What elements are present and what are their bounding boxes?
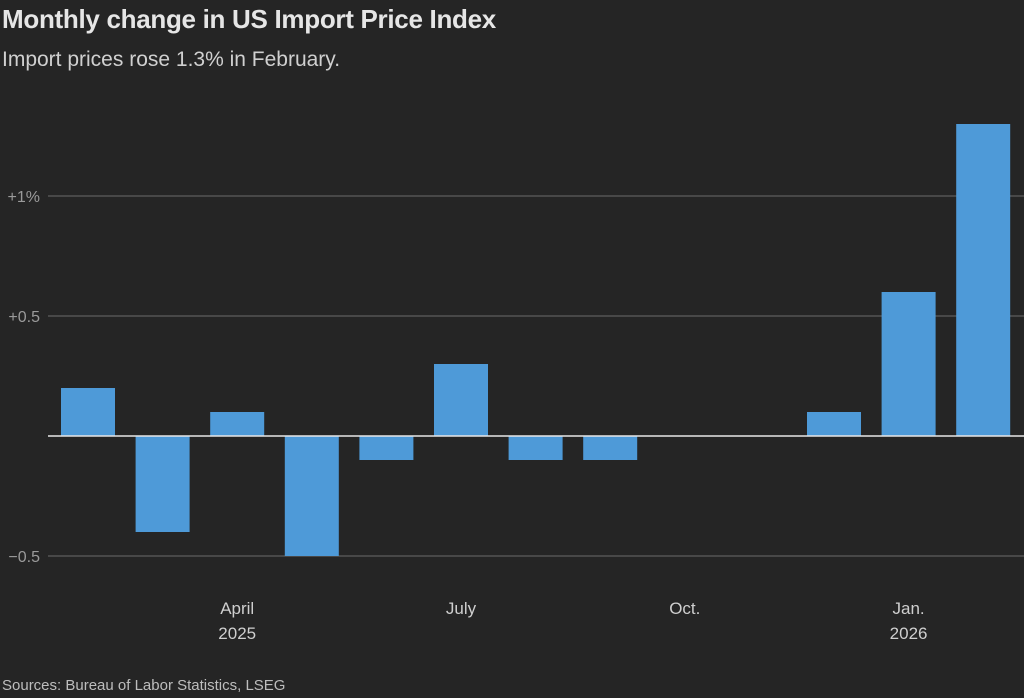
x-tick-label: April: [220, 599, 254, 618]
y-tick-label: +0.5: [8, 309, 40, 326]
bar: [508, 436, 563, 460]
bar: [210, 412, 265, 436]
x-tick-year: 2026: [890, 624, 928, 643]
x-tick-label: Oct.: [669, 599, 700, 618]
bar: [135, 436, 190, 532]
bar: [956, 124, 1011, 436]
x-tick-year: 2025: [218, 624, 256, 643]
bar: [583, 436, 638, 460]
bar: [807, 412, 861, 436]
bar: [881, 292, 936, 436]
y-tick-label: +1%: [8, 189, 40, 206]
chart-source: Sources: Bureau of Labor Statistics, LSE…: [2, 677, 286, 694]
bar: [359, 436, 414, 460]
y-tick-label: −0.5: [8, 549, 40, 566]
bar: [284, 436, 339, 556]
bar: [434, 364, 488, 436]
x-tick-label: Jan.: [893, 599, 925, 618]
x-tick-label: July: [446, 599, 477, 618]
chart-subtitle: Import prices rose 1.3% in February.: [2, 48, 341, 71]
bar: [61, 388, 115, 436]
chart-title: Monthly change in US Import Price Index: [2, 4, 496, 34]
